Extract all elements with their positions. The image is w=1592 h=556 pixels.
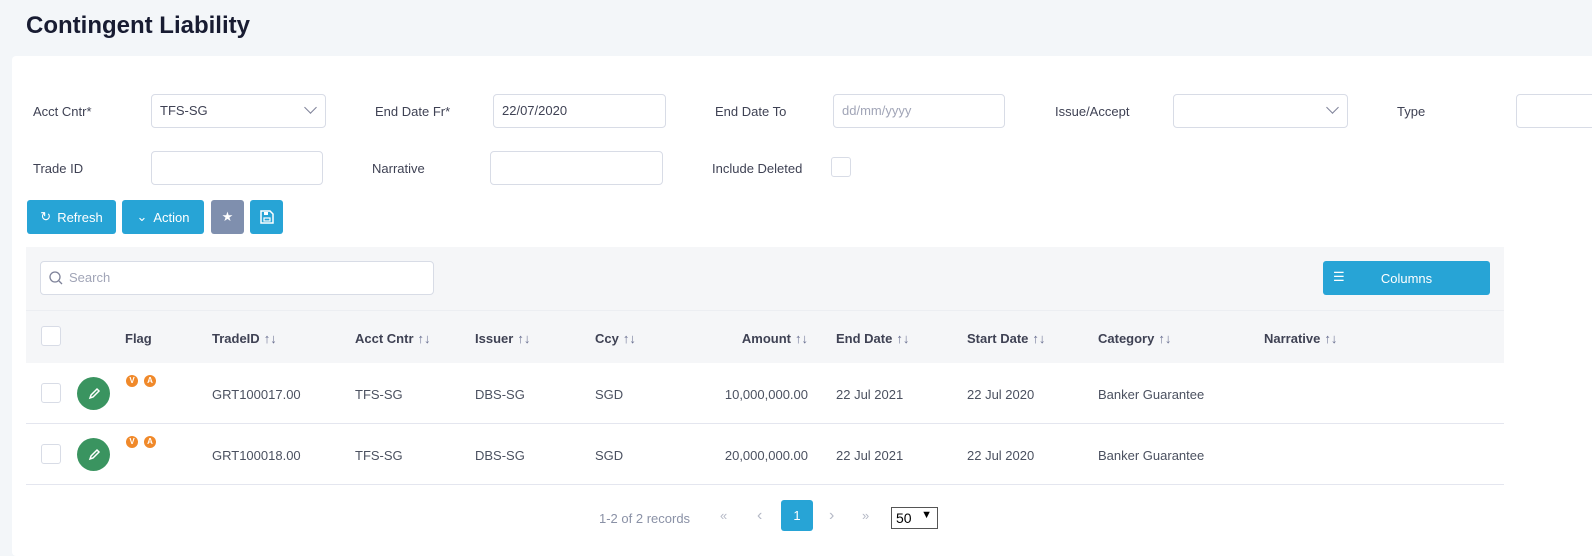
refresh-button[interactable]: ↻ Refresh (27, 200, 116, 234)
pencil-icon (88, 448, 100, 460)
cell-trade-id: GRT100017.00 (212, 387, 301, 402)
table-header: Flag TradeID ↑↓ Acct Cntr ↑↓ Issuer ↑↓ Ccy ↑… (26, 310, 1504, 363)
column-header-flag: Flag (125, 331, 152, 346)
column-header-start-date[interactable]: Start Date ↑↓ (967, 331, 1046, 346)
edit-button[interactable] (77, 438, 110, 471)
search-input[interactable]: Search (40, 261, 434, 295)
save-icon (259, 210, 274, 224)
chevron-down-icon (1326, 101, 1339, 114)
save-button[interactable] (250, 200, 283, 234)
cell-start-date: 22 Jul 2020 (967, 448, 1035, 463)
action-label: Action (153, 209, 190, 225)
sort-icon: ↑↓ (417, 331, 431, 346)
issue-accept-label: Issue/Accept (1055, 104, 1130, 119)
row-checkbox[interactable] (41, 444, 61, 464)
favorite-button[interactable]: ★ (211, 200, 244, 234)
column-header-acct-cntr[interactable]: Acct Cntr ↑↓ (355, 331, 431, 346)
data-table: Search ☰ Columns Flag TradeID ↑↓ Acct Cntr… (26, 247, 1504, 487)
include-deleted-label: Include Deleted (712, 161, 803, 176)
columns-button[interactable]: ☰ Columns (1323, 261, 1490, 295)
acct-cntr-label: Acct Cntr* (33, 104, 92, 119)
flag-v-badge: V (126, 375, 138, 387)
column-header-end-date[interactable]: End Date ↑↓ (836, 331, 910, 346)
list-icon: ☰ (1333, 269, 1345, 284)
type-label: Type (1397, 104, 1426, 119)
cell-issuer: DBS-SG (475, 387, 525, 402)
flag-a-badge: A (144, 436, 156, 448)
action-button[interactable]: ⌄ Action (122, 200, 204, 234)
cell-category: Banker Guarantee (1098, 387, 1205, 402)
table-toolbar: Search ☰ Columns (26, 247, 1504, 310)
cell-end-date: 22 Jul 2021 (836, 448, 904, 463)
flag-a-badge: A (144, 375, 156, 387)
sort-icon: ↑↓ (1324, 331, 1338, 346)
records-summary: 1-2 of 2 records (599, 511, 691, 526)
page-size-value: 50 (896, 510, 912, 526)
column-header-ccy[interactable]: Ccy ↑↓ (595, 331, 636, 346)
sort-icon: ↑↓ (263, 331, 277, 346)
cell-ccy: SGD (595, 387, 624, 402)
search-placeholder: Search (69, 270, 111, 285)
narrative-input[interactable] (490, 151, 663, 185)
acct-cntr-value: TFS-SG (160, 103, 208, 118)
end-date-fr-input[interactable]: 22/07/2020 (493, 94, 666, 128)
edit-button[interactable] (77, 377, 110, 410)
cell-ccy: SGD (595, 448, 624, 463)
trade-id-label: Trade ID (33, 161, 84, 176)
trade-id-input[interactable] (151, 151, 323, 185)
sort-icon: ↑↓ (1158, 331, 1172, 346)
column-header-category[interactable]: Category ↑↓ (1098, 331, 1172, 346)
chevron-down-icon (304, 101, 317, 114)
cell-acct-cntr: TFS-SG (355, 387, 403, 402)
cell-category: Banker Guarantee (1098, 448, 1205, 463)
end-date-to-input[interactable]: dd/mm/yyyy (833, 94, 1005, 128)
last-page-button[interactable]: » (862, 508, 870, 523)
column-header-amount[interactable]: Amount ↑↓ (741, 331, 808, 346)
column-header-tradeid[interactable]: TradeID ↑↓ (212, 331, 277, 346)
refresh-label: Refresh (57, 209, 103, 225)
cell-amount: 10,000,000.00 (724, 387, 808, 402)
pencil-icon (88, 387, 100, 399)
page-size-select[interactable]: 50 ▼ (891, 507, 938, 529)
cell-start-date: 22 Jul 2020 (967, 387, 1035, 402)
column-header-narrative[interactable]: Narrative ↑↓ (1264, 331, 1338, 346)
acct-cntr-select[interactable]: TFS-SG (151, 94, 326, 128)
cell-end-date: 22 Jul 2021 (836, 387, 904, 402)
table-row: V A GRT100017.00 TFS-SG DBS-SG SGD 10,00… (26, 363, 1504, 424)
first-page-button[interactable]: « (720, 508, 728, 523)
end-date-fr-label: End Date Fr* (375, 104, 451, 119)
type-select[interactable] (1516, 94, 1592, 128)
table-row: V A GRT100018.00 TFS-SG DBS-SG SGD 20,00… (26, 424, 1504, 485)
cell-issuer: DBS-SG (475, 448, 525, 463)
select-all-checkbox[interactable] (41, 326, 61, 346)
cell-amount: 20,000,000.00 (724, 448, 808, 463)
sort-icon: ↑↓ (795, 331, 808, 346)
chevron-down-icon: ▼ (921, 509, 932, 521)
chevron-down-icon: ⌄ (136, 209, 148, 224)
flag-v-badge: V (126, 436, 138, 448)
sort-icon: ↑↓ (622, 331, 636, 346)
page-1-button[interactable]: 1 (781, 500, 813, 531)
sort-icon: ↑↓ (517, 331, 531, 346)
column-header-issuer[interactable]: Issuer ↑↓ (475, 331, 531, 346)
prev-page-button[interactable]: ‹ (757, 507, 763, 524)
sort-icon: ↑↓ (896, 331, 910, 346)
row-checkbox[interactable] (41, 383, 61, 403)
cell-acct-cntr: TFS-SG (355, 448, 403, 463)
cell-trade-id: GRT100018.00 (212, 448, 301, 463)
narrative-label: Narrative (372, 161, 425, 176)
end-date-to-label: End Date To (715, 104, 787, 119)
star-icon: ★ (221, 209, 234, 224)
next-page-button[interactable]: › (829, 507, 835, 524)
search-icon (49, 271, 63, 285)
sort-icon: ↑↓ (1032, 331, 1046, 346)
columns-label: Columns (1380, 270, 1433, 286)
refresh-icon: ↻ (40, 209, 52, 224)
issue-accept-select[interactable] (1173, 94, 1348, 128)
page-title: Contingent Liability (26, 12, 250, 39)
include-deleted-checkbox[interactable] (831, 157, 851, 177)
